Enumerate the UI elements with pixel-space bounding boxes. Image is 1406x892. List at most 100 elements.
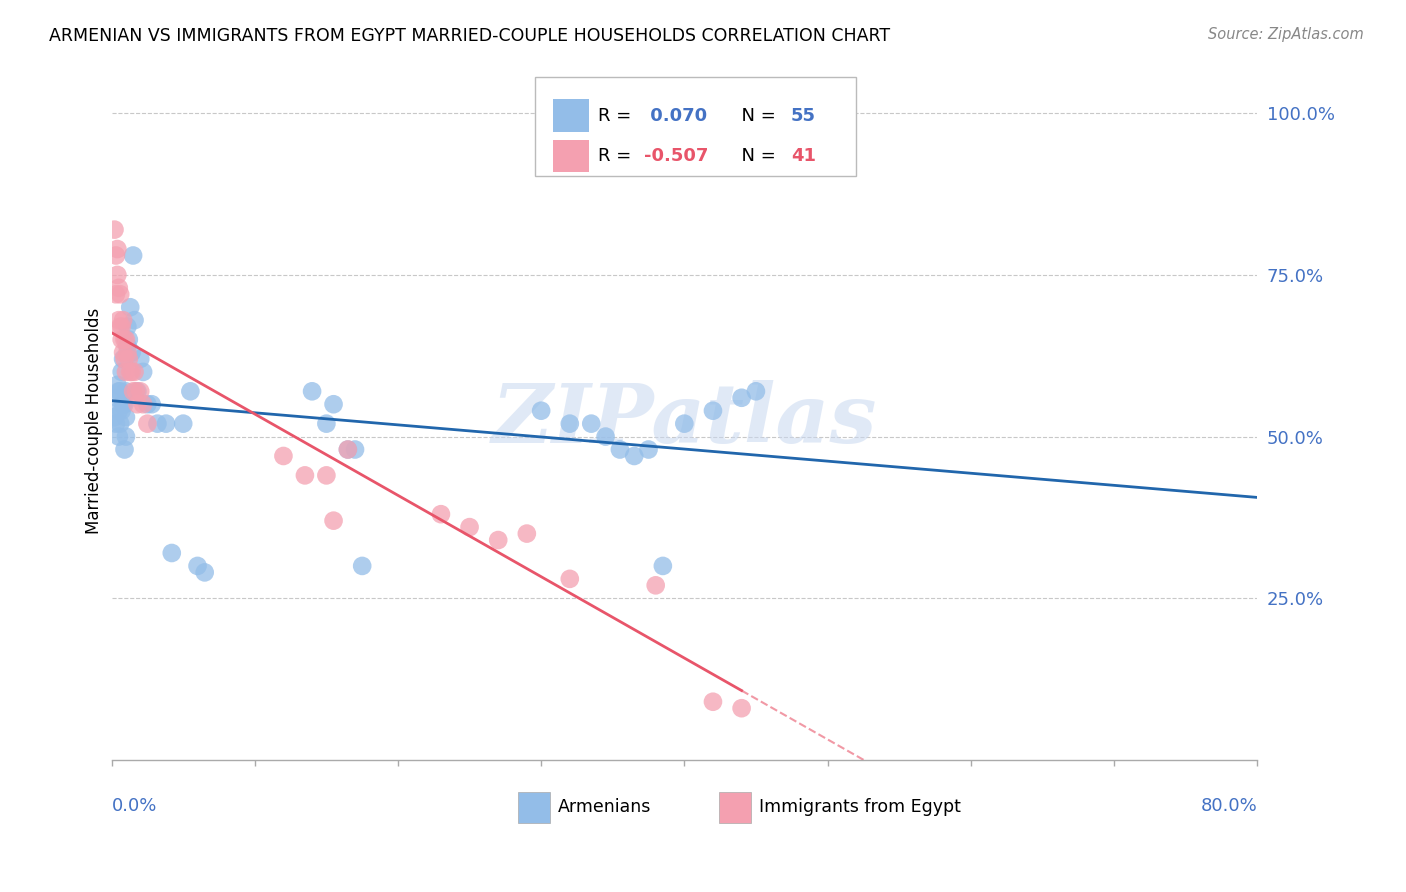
Text: ZIPatlas: ZIPatlas <box>492 380 877 460</box>
Point <box>530 403 553 417</box>
Point <box>118 351 141 366</box>
Point <box>730 701 752 715</box>
Point <box>315 417 337 431</box>
Point <box>136 397 159 411</box>
Point <box>186 558 208 573</box>
Point <box>595 429 617 443</box>
Point <box>127 384 149 399</box>
Point <box>315 468 337 483</box>
Point <box>155 417 177 431</box>
Point <box>120 300 142 314</box>
Point <box>745 384 768 399</box>
Text: N =: N = <box>730 147 782 165</box>
Point <box>127 397 149 411</box>
Point <box>104 287 127 301</box>
FancyBboxPatch shape <box>519 792 550 822</box>
Point <box>115 384 138 399</box>
Point <box>112 345 135 359</box>
Point <box>112 397 135 411</box>
Text: 41: 41 <box>790 147 815 165</box>
Point <box>124 365 146 379</box>
Point <box>114 351 136 366</box>
Point <box>132 397 155 411</box>
Point <box>673 417 696 431</box>
Point <box>122 384 145 399</box>
Point <box>105 377 128 392</box>
Point <box>129 384 152 399</box>
Point <box>141 397 163 411</box>
Text: Source: ZipAtlas.com: Source: ZipAtlas.com <box>1208 27 1364 42</box>
Point <box>118 333 141 347</box>
Point <box>581 417 603 431</box>
Point <box>136 417 159 431</box>
Point <box>117 339 139 353</box>
Point <box>558 417 581 431</box>
Point <box>112 351 135 366</box>
FancyBboxPatch shape <box>553 99 589 132</box>
Point <box>336 442 359 457</box>
Point <box>623 449 645 463</box>
Point <box>111 333 134 347</box>
Point <box>129 351 152 366</box>
Point <box>114 333 136 347</box>
Point <box>110 319 132 334</box>
Text: Armenians: Armenians <box>558 798 652 816</box>
Point <box>104 248 127 262</box>
Point <box>103 410 125 425</box>
Point <box>104 417 127 431</box>
Point <box>458 520 481 534</box>
Point <box>122 248 145 262</box>
Point <box>273 449 295 463</box>
Point <box>160 546 183 560</box>
Point <box>115 333 138 347</box>
Point <box>107 429 129 443</box>
Point <box>301 384 323 399</box>
Point <box>352 558 374 573</box>
Text: -0.507: -0.507 <box>644 147 709 165</box>
Point <box>486 533 509 547</box>
FancyBboxPatch shape <box>718 792 751 822</box>
Point <box>294 468 316 483</box>
Point <box>121 365 143 379</box>
Point <box>730 391 752 405</box>
Point <box>322 514 344 528</box>
Point <box>110 287 132 301</box>
FancyBboxPatch shape <box>553 140 589 172</box>
Point <box>125 384 148 399</box>
Point <box>516 526 538 541</box>
Point <box>651 558 673 573</box>
Point <box>336 442 359 457</box>
Point <box>107 281 129 295</box>
Text: Immigrants from Egypt: Immigrants from Egypt <box>759 798 960 816</box>
Point <box>117 319 139 334</box>
Point <box>132 365 155 379</box>
Point <box>179 384 201 399</box>
Point <box>702 403 724 417</box>
Point <box>103 222 125 236</box>
Point <box>105 268 128 282</box>
Point <box>609 442 631 457</box>
Point <box>115 429 138 443</box>
Point <box>124 313 146 327</box>
Point <box>110 384 132 399</box>
Point <box>344 442 367 457</box>
Point <box>111 365 134 379</box>
Point <box>107 313 129 327</box>
Point <box>105 242 128 256</box>
Point <box>194 566 217 580</box>
Text: R =: R = <box>599 147 637 165</box>
Point <box>107 403 129 417</box>
Point <box>322 397 344 411</box>
Point <box>430 507 453 521</box>
Point <box>110 417 132 431</box>
Point <box>107 384 129 399</box>
Point <box>558 572 581 586</box>
Point <box>115 410 138 425</box>
Point <box>111 403 134 417</box>
Text: 55: 55 <box>790 107 815 125</box>
Point <box>121 345 143 359</box>
Text: R =: R = <box>599 107 637 125</box>
Point <box>112 313 135 327</box>
Point <box>105 391 128 405</box>
Point <box>120 365 142 379</box>
